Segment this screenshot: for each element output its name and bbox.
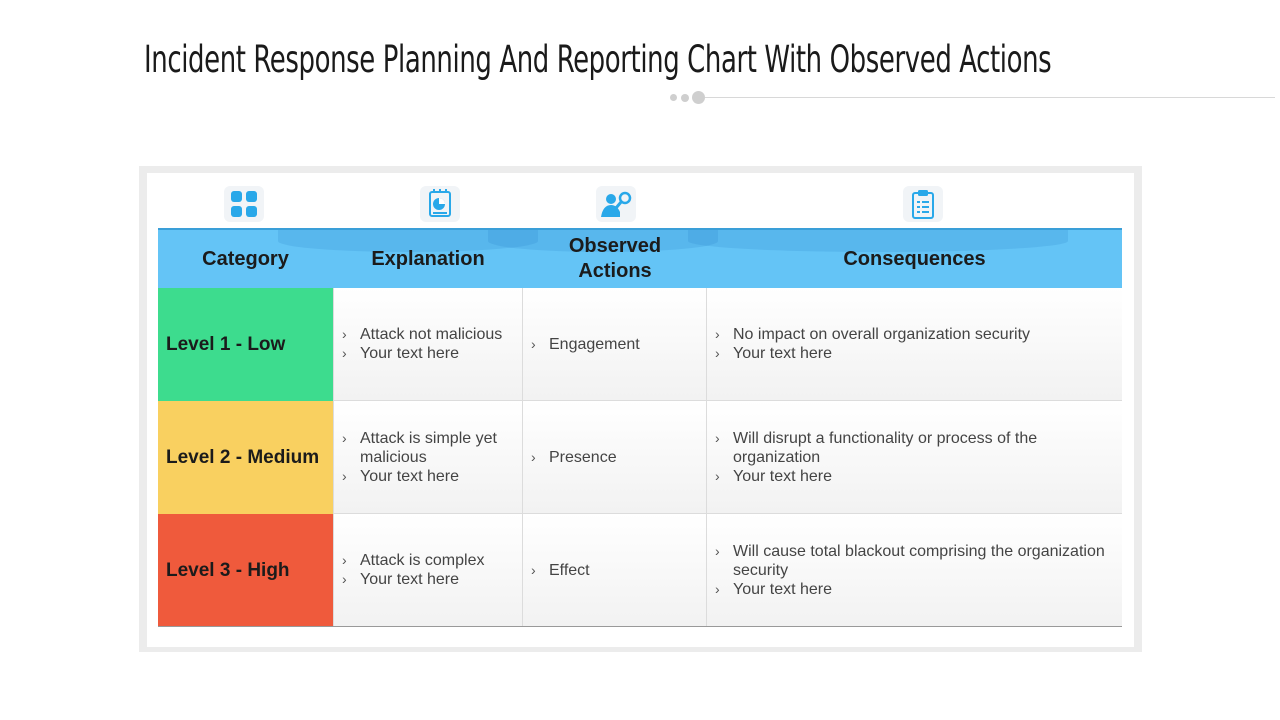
page-title: Incident Response Planning And Reporting…: [144, 38, 1052, 81]
explanation-cell: Attack is complex Your text here: [333, 514, 523, 627]
bullet-text: Your text here: [334, 570, 522, 589]
decor-dot: [692, 91, 705, 104]
bullet-text: Your text here: [707, 580, 1122, 599]
header-wave: [278, 230, 538, 252]
bullet-text: Your text here: [707, 344, 1122, 363]
bullet-text: Effect: [523, 561, 706, 580]
explanation-cell: Attack is simple yet malicious Your text…: [333, 401, 523, 514]
consequence-cell: Will cause total blackout comprising the…: [707, 514, 1122, 627]
bullet-text: No impact on overall organization securi…: [707, 325, 1122, 344]
table-row-level-3: Level 3 - High Attack is complex Your te…: [158, 514, 1122, 627]
bullet-text: Your text here: [334, 467, 522, 486]
header-category: Category: [202, 247, 289, 270]
action-cell: Engagement: [523, 288, 707, 401]
table-header: Category Explanation Observed Actions Co…: [158, 228, 1122, 288]
report-chart-icon: [420, 186, 460, 222]
category-cell-low: Level 1 - Low: [158, 288, 333, 401]
bullet-text: Attack not malicious: [334, 325, 522, 344]
title-divider: [705, 97, 1275, 98]
explanation-cell: Attack not malicious Your text here: [333, 288, 523, 401]
consequence-cell: Will disrupt a functionality or process …: [707, 401, 1122, 514]
decor-dot: [681, 94, 689, 102]
decor-dot: [670, 94, 677, 101]
header-observed-actions: Observed Actions: [568, 235, 662, 282]
category-cell-medium: Level 2 - Medium: [158, 401, 333, 514]
bullet-text: Will disrupt a functionality or process …: [707, 429, 1122, 467]
action-cell: Presence: [523, 401, 707, 514]
bullet-text: Engagement: [523, 335, 706, 354]
bullet-text: Will cause total blackout comprising the…: [707, 542, 1122, 580]
user-search-icon: [596, 186, 636, 222]
header-wave: [488, 230, 718, 252]
bullet-text: Attack is simple yet malicious: [334, 429, 522, 467]
bullet-text: Presence: [523, 448, 706, 467]
consequence-cell: No impact on overall organization securi…: [707, 288, 1122, 401]
bullet-text: Attack is complex: [334, 551, 522, 570]
header-explanation: Explanation: [371, 247, 485, 270]
table-bottom-border: [158, 626, 1122, 627]
table-row-level-1: Level 1 - Low Attack not malicious Your …: [158, 288, 1122, 401]
category-cell-high: Level 3 - High: [158, 514, 333, 627]
table-row-level-2: Level 2 - Medium Attack is simple yet ma…: [158, 401, 1122, 514]
clipboard-list-icon: [903, 186, 943, 222]
header-wave: [688, 230, 1068, 252]
bullet-text: Your text here: [334, 344, 522, 363]
bullet-text: Your text here: [707, 467, 1122, 486]
header-consequences: Consequences: [843, 247, 986, 270]
apps-grid-icon: [224, 186, 264, 222]
action-cell: Effect: [523, 514, 707, 627]
